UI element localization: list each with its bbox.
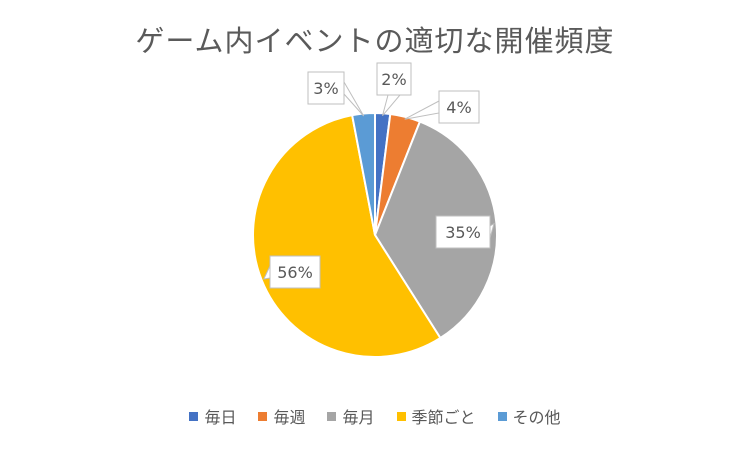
data-label-box	[307, 71, 345, 105]
legend-swatch	[258, 411, 268, 421]
legend-item-5: その他	[497, 404, 561, 428]
data-label-box	[269, 255, 321, 289]
data-label-1: 2%	[376, 62, 412, 117]
legend: 毎日 毎週 毎月 季節ごと その他	[0, 404, 750, 428]
data-label-3: 35%	[435, 215, 495, 249]
data-label-5: 3%	[307, 71, 365, 117]
legend-label: 毎月	[342, 408, 375, 427]
data-label-box	[435, 215, 491, 249]
data-label-text: 4%	[446, 98, 471, 117]
data-label-box	[438, 90, 480, 124]
data-label-4: 56%	[262, 255, 321, 289]
legend-swatch	[396, 411, 406, 421]
data-label-leader	[343, 80, 365, 117]
data-label-text: 2%	[381, 70, 406, 89]
data-label-text: 3%	[313, 79, 338, 98]
legend-swatch	[327, 411, 337, 421]
chart-title: ゲーム内イベントの適切な開催頻度	[135, 24, 615, 58]
legend-label: その他	[512, 408, 561, 427]
legend-swatch	[189, 411, 199, 421]
pie-data-labels: 2% 4% 35% 56% 3%	[262, 62, 495, 289]
legend-label: 毎日	[204, 408, 237, 427]
legend-swatch	[497, 411, 507, 421]
data-label-box	[376, 62, 412, 96]
data-label-leader	[404, 100, 440, 120]
pie-slice-4	[252, 113, 442, 358]
legend-item-4: 季節ごと	[396, 404, 476, 428]
data-label-text: 35%	[445, 223, 481, 242]
legend-label: 毎週	[273, 408, 306, 427]
legend-item-1: 毎日	[189, 404, 236, 428]
legend-label: 季節ごと	[411, 408, 476, 427]
pie-slices	[252, 111, 498, 358]
pie-slice-5	[350, 111, 376, 236]
legend-item-2: 毎週	[258, 404, 305, 428]
data-label-leader	[382, 94, 402, 117]
data-label-2: 4%	[404, 90, 480, 124]
legend-item-3: 毎月	[327, 404, 375, 428]
data-label-text: 56%	[277, 263, 313, 282]
